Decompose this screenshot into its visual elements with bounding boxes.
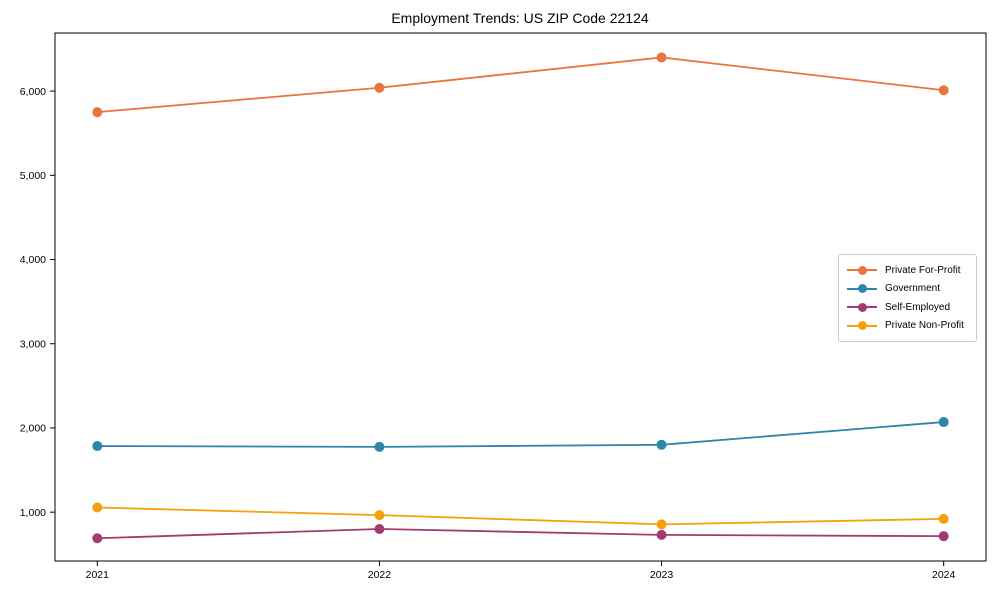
data-point-private-non-profit: [656, 519, 667, 530]
legend-line-marker-icon: [847, 265, 877, 275]
data-point-private-non-profit: [92, 502, 103, 513]
plot-border: [54, 32, 987, 562]
y-tick-label: 4,000: [20, 254, 46, 266]
legend-line-marker-icon: [847, 302, 877, 312]
y-tick-label: 1,000: [20, 507, 46, 519]
data-point-self-employed: [92, 533, 103, 544]
data-point-private-for-profit: [92, 107, 103, 118]
data-point-self-employed: [938, 531, 949, 542]
data-point-self-employed: [656, 529, 667, 540]
y-tick-label: 5,000: [20, 170, 46, 182]
series-line-self-employed: [96, 528, 945, 540]
x-tick-label: 2021: [86, 569, 110, 581]
data-point-government: [374, 441, 385, 452]
legend-label: Government: [885, 283, 941, 295]
y-tick-label: 6,000: [20, 86, 46, 98]
legend-line-marker-icon: [847, 284, 877, 294]
series-line-private-non-profit: [96, 506, 945, 526]
y-tick-label: 2,000: [20, 423, 46, 435]
data-point-private-for-profit: [656, 52, 667, 63]
legend-entry-self-employed: Self-Employed: [847, 299, 968, 315]
legend-label: Private Non-Profit: [885, 320, 964, 332]
data-point-self-employed: [374, 524, 385, 534]
axes: 1,000 2,000 3,000 4,000 5,000 6,000 2021 2022 20…: [20, 32, 987, 581]
legend-label: Private For-Profit: [885, 264, 961, 276]
series-line-government: [96, 421, 945, 448]
data-point-government: [938, 417, 949, 428]
legend-entry-government: Government: [847, 281, 968, 297]
data-point-government: [656, 439, 667, 450]
legend-line-marker-icon: [847, 321, 877, 331]
series-line-private-for-profit: [96, 56, 945, 114]
data-point-private-for-profit: [938, 85, 949, 96]
legend: Private For-Profit Government Self-Employe…: [838, 254, 977, 342]
legend-entry-private-for-profit: Private For-Profit: [847, 262, 968, 278]
legend-entry-private-non-profit: Private Non-Profit: [847, 318, 968, 334]
chart-title: Employment Trends: US ZIP Code 22124: [391, 10, 649, 26]
legend-label: Self-Employed: [885, 301, 951, 313]
data-point-government: [92, 441, 103, 452]
series-lines: [92, 52, 949, 544]
data-point-private-for-profit: [374, 82, 385, 93]
x-tick-label: 2023: [650, 569, 674, 581]
data-point-private-non-profit: [374, 510, 385, 521]
x-tick-label: 2022: [368, 569, 392, 581]
data-point-private-non-profit: [938, 513, 949, 524]
x-tick-label: 2024: [932, 569, 956, 581]
y-tick-label: 3,000: [20, 338, 46, 350]
